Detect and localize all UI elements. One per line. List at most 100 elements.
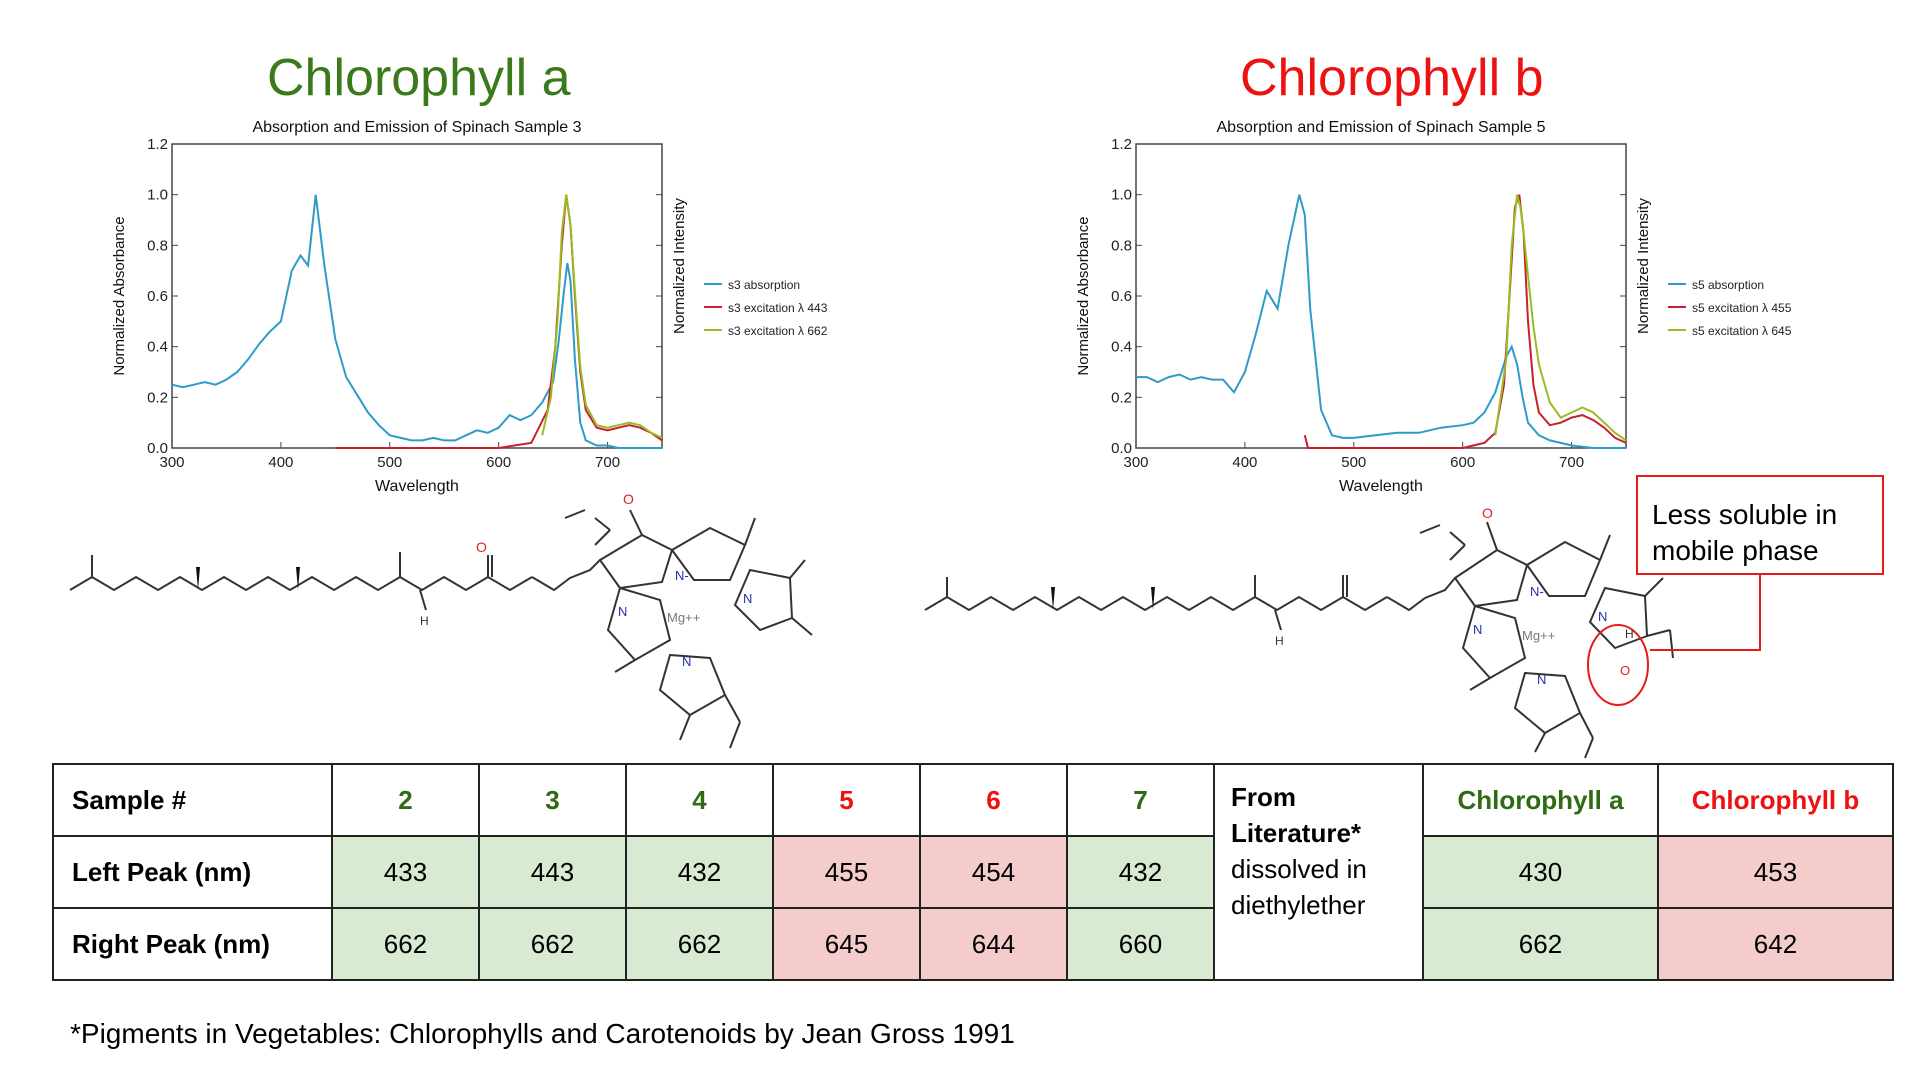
right-peak-sample-5: 645 bbox=[772, 907, 921, 981]
ref-a-left-peak: 430 bbox=[1422, 835, 1659, 909]
chart-1-ytick-label: 0.0 bbox=[1111, 440, 1132, 457]
literature-line-1: From bbox=[1231, 782, 1296, 812]
mol-b-n-minus: N- bbox=[1530, 584, 1544, 599]
mol-b-hydrogen-aldehyde: H bbox=[1625, 627, 1634, 641]
mol-a-nitrogen-3: N bbox=[682, 654, 691, 669]
chart-1-series-line-0 bbox=[1136, 194, 1626, 449]
chart-1-legend-label-2: s5 excitation λ 645 bbox=[1692, 324, 1792, 338]
peak-table: Sample # 2 3 4 5 6 7 From Literature* di… bbox=[52, 763, 1894, 981]
callout-line-2: mobile phase bbox=[1652, 535, 1819, 566]
literature-footnote: *Pigments in Vegetables: Chlorophylls an… bbox=[70, 1018, 1015, 1049]
sample-5-header: 5 bbox=[772, 763, 921, 837]
chart-0-legend-label-1: s3 excitation λ 443 bbox=[728, 301, 828, 315]
chart-0-xtick-label: 300 bbox=[159, 454, 184, 471]
mol-b-oxygen-aldehyde: O bbox=[1620, 663, 1630, 678]
mol-b-magnesium: Mg++ bbox=[1522, 628, 1555, 643]
chart-1-series-line-2 bbox=[1494, 194, 1627, 442]
left-peak-sample-4: 432 bbox=[625, 835, 774, 909]
chart-1-xtick-label: 500 bbox=[1341, 454, 1366, 471]
ref-b-left-peak: 453 bbox=[1657, 835, 1894, 909]
aldehyde-highlight-circle bbox=[1587, 624, 1649, 706]
sample-3-header: 3 bbox=[478, 763, 627, 837]
chart-1-xtick-label: 600 bbox=[1450, 454, 1475, 471]
solubility-callout: Less soluble in mobile phase bbox=[1636, 475, 1884, 575]
chart-1-ytick-label: 0.8 bbox=[1111, 237, 1132, 254]
chart-1-ytick-label: 0.4 bbox=[1111, 339, 1132, 356]
chlorophyll-b-heading: Chlorophyll b bbox=[1240, 49, 1544, 107]
chart-0-ytick-label: 0.8 bbox=[147, 237, 168, 254]
chart-1-ytick-label: 0.6 bbox=[1111, 288, 1132, 305]
chart-0-ytick-label: 1.0 bbox=[147, 187, 168, 204]
chart-1-xtick-label: 700 bbox=[1559, 454, 1584, 471]
chlorophyll-a-structure: O O N- N N N Mg++ H bbox=[69, 491, 813, 749]
callout-line-1: Less soluble in bbox=[1652, 499, 1838, 530]
chart-0-series-line-2 bbox=[541, 194, 663, 439]
chart-1-xtick-label: 300 bbox=[1123, 454, 1148, 471]
row-header-right-peak: Right Peak (nm) bbox=[52, 907, 333, 981]
right-peak-sample-3: 662 bbox=[478, 907, 627, 981]
mol-a-oxygen-1: O bbox=[476, 539, 487, 555]
chart-1-xlabel: Wavelength bbox=[1339, 478, 1423, 495]
sample-2-header: 2 bbox=[331, 763, 480, 837]
table-row-left-peak: Left Peak (nm) 433 443 432 455 454 432 4… bbox=[52, 835, 1894, 909]
chart-0-ytick-label: 0.2 bbox=[147, 389, 168, 406]
literature-line-4: diethylether bbox=[1231, 890, 1366, 920]
mol-a-nitrogen-2: N bbox=[743, 591, 752, 606]
chart-0-ytick-label: 0.6 bbox=[147, 288, 168, 305]
chart-0-legend-label-0: s3 absorption bbox=[728, 278, 800, 292]
chart-0-xtick-label: 700 bbox=[595, 454, 620, 471]
left-peak-sample-6: 454 bbox=[919, 835, 1068, 909]
ref-a-right-peak: 662 bbox=[1422, 907, 1659, 981]
mol-b-nitrogen-2: N bbox=[1598, 609, 1607, 624]
chart-0-legend-label-2: s3 excitation λ 662 bbox=[728, 324, 828, 338]
table-row-sample: Sample # 2 3 4 5 6 7 From Literature* di… bbox=[52, 763, 1894, 981]
mol-a-hydrogen: H bbox=[420, 614, 429, 628]
left-peak-sample-5: 455 bbox=[772, 835, 921, 909]
chart-1-series-line-1 bbox=[1303, 194, 1627, 449]
chart-0-xlabel: Wavelength bbox=[375, 478, 459, 495]
right-peak-sample-7: 660 bbox=[1066, 907, 1215, 981]
left-peak-sample-3: 443 bbox=[478, 835, 627, 909]
literature-line-2: Literature* bbox=[1231, 818, 1362, 848]
right-peak-sample-4: 662 bbox=[625, 907, 774, 981]
chart-0-ytick-label: 0.4 bbox=[147, 339, 168, 356]
chart-0-title: Absorption and Emission of Spinach Sampl… bbox=[252, 119, 581, 136]
chlorophyll-a-heading: Chlorophyll a bbox=[267, 49, 571, 107]
table-row-right-peak: Right Peak (nm) 662 662 662 645 644 660 … bbox=[52, 907, 1894, 981]
sample-4-header: 4 bbox=[625, 763, 774, 837]
mol-a-magnesium: Mg++ bbox=[667, 610, 700, 625]
chart-1-ylabel-right: Normalized Intensity bbox=[1635, 198, 1652, 334]
chart-1-xtick-label: 400 bbox=[1232, 454, 1257, 471]
mol-a-n-minus: N- bbox=[675, 568, 689, 583]
sample-7-header: 7 bbox=[1066, 763, 1215, 837]
mol-a-oxygen-2: O bbox=[623, 491, 634, 507]
literature-cell: From Literature* dissolved in diethyleth… bbox=[1213, 763, 1424, 981]
ref-chlorophyll-b-header: Chlorophyll b bbox=[1657, 763, 1894, 837]
sample-6-header: 6 bbox=[919, 763, 1068, 837]
chart-1-title: Absorption and Emission of Spinach Sampl… bbox=[1216, 119, 1545, 136]
literature-line-3: dissolved in bbox=[1231, 854, 1367, 884]
chart-1-ytick-label: 1.2 bbox=[1111, 136, 1132, 153]
mol-b-hydrogen: H bbox=[1275, 634, 1284, 648]
chart-0-xtick-label: 600 bbox=[486, 454, 511, 471]
row-header-sample: Sample # bbox=[52, 763, 333, 837]
chart-0-ylabel-right: Normalized Intensity bbox=[671, 198, 688, 334]
left-peak-sample-7: 432 bbox=[1066, 835, 1215, 909]
ref-chlorophyll-a-header: Chlorophyll a bbox=[1422, 763, 1659, 837]
chlorophyll-b-structure: O O H N- N N N Mg++ H bbox=[924, 505, 1674, 759]
right-peak-sample-6: 644 bbox=[919, 907, 1068, 981]
chart-0-ylabel: Normalized Absorbance bbox=[111, 216, 128, 375]
mol-b-oxygen-1: O bbox=[1482, 505, 1493, 521]
row-header-left-peak: Left Peak (nm) bbox=[52, 835, 333, 909]
chart-1-legend-label-0: s5 absorption bbox=[1692, 278, 1764, 292]
chart-0-ytick-label: 1.2 bbox=[147, 136, 168, 153]
chart-0-xtick-label: 400 bbox=[268, 454, 293, 471]
ref-b-right-peak: 642 bbox=[1657, 907, 1894, 981]
chart-0-series-line-0 bbox=[171, 194, 662, 449]
mol-b-nitrogen-1: N bbox=[1473, 622, 1482, 637]
right-peak-sample-2: 662 bbox=[331, 907, 480, 981]
chart-1-ylabel: Normalized Absorbance bbox=[1075, 216, 1092, 375]
mol-b-nitrogen-3: N bbox=[1537, 672, 1546, 687]
